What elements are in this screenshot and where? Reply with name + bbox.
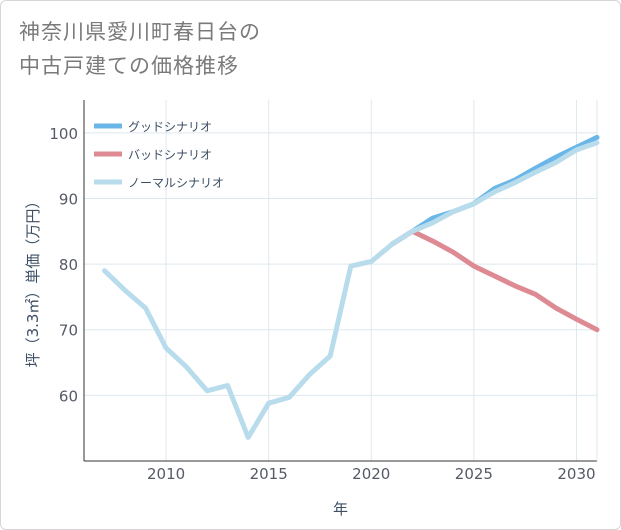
- series-lines: [102, 134, 600, 440]
- y-tick-label: 100: [49, 125, 78, 143]
- tick-labels: 2010 2015 2020 2025 2030 60 70 80 90 100: [49, 125, 595, 483]
- y-tick-label: 60: [59, 387, 78, 405]
- chart-title-line-1: 神奈川県愛川町春日台の: [19, 20, 261, 44]
- chart-title-line-2: 中古戸建ての価格推移: [19, 54, 239, 78]
- chart-title: 神奈川県愛川町春日台の 中古戸建ての価格推移: [19, 15, 261, 83]
- legend-item-good: グッドシナリオ: [128, 120, 212, 134]
- x-tick-label: 2030: [557, 465, 595, 483]
- legend-item-normal: ノーマルシナリオ: [128, 176, 224, 190]
- y-tick-label: 80: [59, 256, 78, 274]
- x-tick-label: 2020: [352, 465, 390, 483]
- x-tick-label: 2015: [250, 465, 288, 483]
- x-tick-label: 2025: [455, 465, 493, 483]
- normal-scenario-line: [102, 140, 600, 440]
- grid-lines: [84, 100, 597, 461]
- y-tick-label: 90: [59, 190, 78, 208]
- legend-item-bad: バッドシナリオ: [128, 148, 212, 162]
- good-scenario-line: [389, 134, 600, 247]
- bad-scenario-line: [389, 228, 600, 333]
- y-axis-label: 坪（3.3㎡）単価（万円）: [24, 194, 42, 368]
- x-tick-label: 2010: [147, 465, 185, 483]
- axes: [83, 100, 598, 462]
- y-tick-label: 70: [59, 322, 78, 340]
- x-axis-label: 年: [333, 500, 348, 518]
